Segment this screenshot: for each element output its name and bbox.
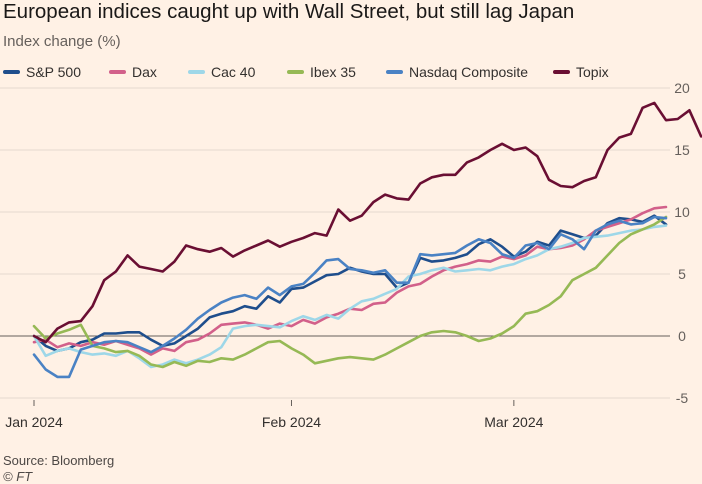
y-tick-label: 20 [674, 80, 690, 96]
series-line-ibex-35 [32, 215, 668, 369]
series-line-cac-40 [32, 224, 668, 369]
chart-title: European indices caught up with Wall Str… [3, 0, 575, 23]
credit-note: © FT [3, 469, 33, 484]
legend: S&P 500 Dax Cac 40 Ibex 35 Nasdaq Compos… [3, 64, 702, 82]
y-tick-label: 0 [678, 328, 686, 344]
legend-item-ibex35: Ibex 35 [287, 64, 356, 80]
legend-swatch-dax [109, 70, 126, 74]
x-tick-label: Feb 2024 [262, 414, 321, 430]
source-note: Source: Bloomberg [3, 453, 115, 468]
legend-item-dax: Dax [109, 64, 157, 80]
x-tick-label: Mar 2024 [484, 414, 543, 430]
legend-item-sp500: S&P 500 [3, 64, 81, 80]
legend-item-topix: Topix [553, 64, 609, 80]
legend-item-cac40: Cac 40 [188, 64, 255, 80]
x-tick-label: Jan 2024 [5, 414, 63, 430]
series-line-topix [32, 101, 702, 344]
y-tick-label: 5 [678, 266, 686, 282]
legend-label-topix: Topix [576, 64, 609, 80]
legend-label-dax: Dax [132, 64, 157, 80]
legend-label-sp500: S&P 500 [26, 64, 82, 80]
series-line-nasdaq-composite [32, 215, 668, 379]
legend-swatch-ibex35 [287, 70, 304, 74]
y-tick-label: -5 [676, 390, 689, 406]
legend-swatch-topix [553, 70, 570, 74]
y-tick-label: 10 [674, 204, 690, 220]
legend-label-cac40: Cac 40 [211, 64, 256, 80]
legend-swatch-sp500 [3, 70, 20, 74]
legend-item-nasdaq: Nasdaq Composite [386, 64, 528, 80]
chart-subtitle: Index change (%) [3, 33, 121, 50]
legend-swatch-nasdaq [386, 70, 403, 74]
legend-label-nasdaq: Nasdaq Composite [409, 64, 529, 80]
legend-swatch-cac40 [188, 70, 205, 74]
legend-label-ibex35: Ibex 35 [310, 64, 356, 80]
y-tick-label: 15 [674, 142, 690, 158]
